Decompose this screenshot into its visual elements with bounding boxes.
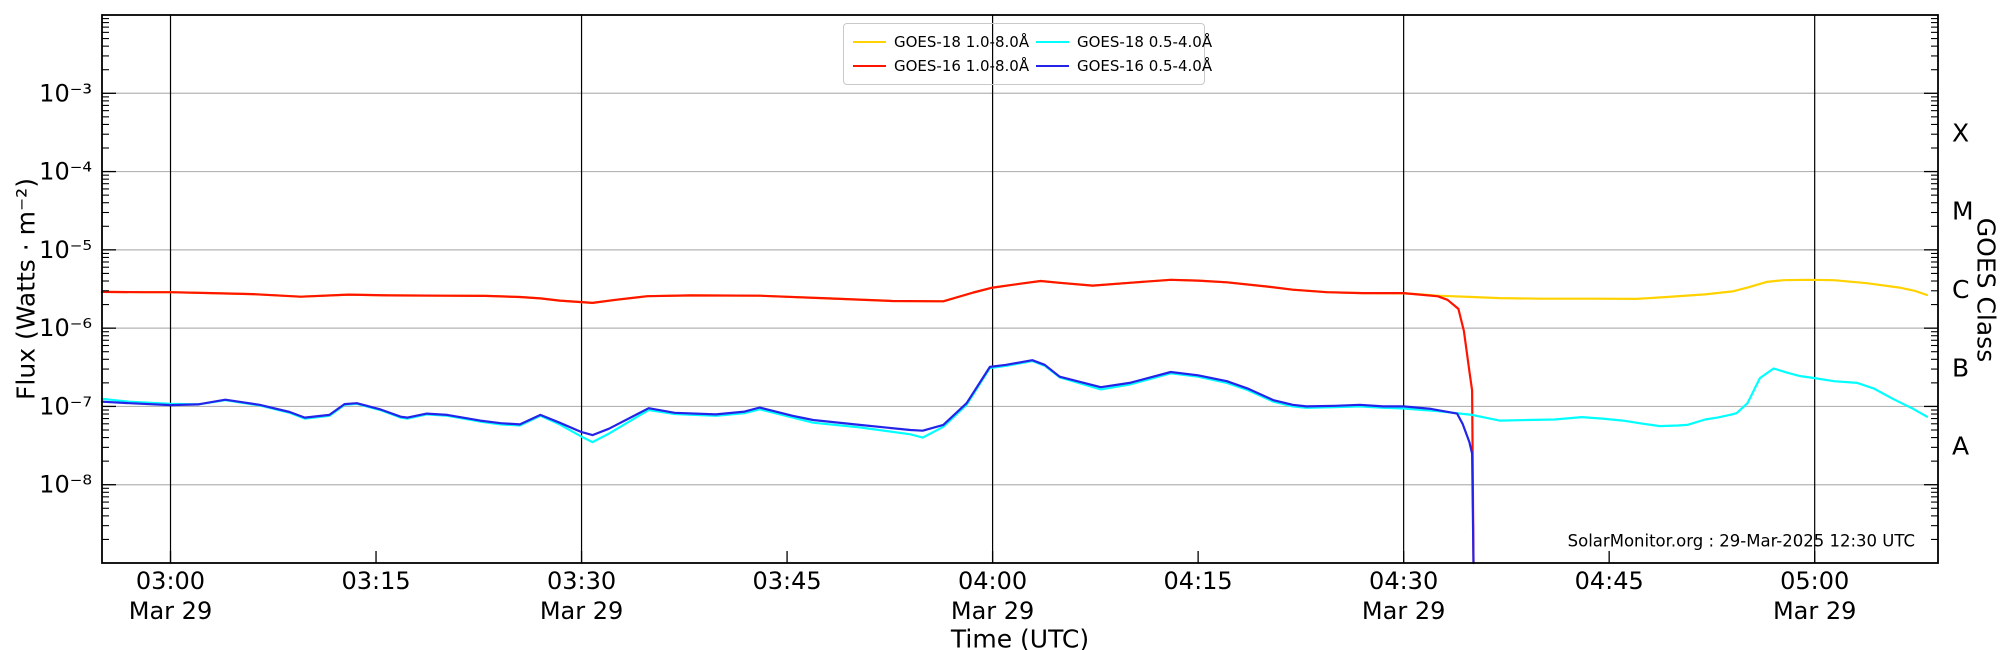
series-2-line bbox=[100, 359, 1929, 444]
goes-class-label: A bbox=[1952, 432, 1969, 461]
series-3-line bbox=[100, 359, 1475, 565]
y-axis-title: Flux (Watts · m⁻²) bbox=[11, 178, 41, 400]
x-day-label: Mar 29 bbox=[540, 597, 623, 625]
legend-entry-goes16-long: GOES-16 1.0-8.0Å bbox=[853, 57, 1036, 75]
x-tick-label: 05:00 bbox=[1780, 567, 1849, 595]
goes-class-label: M bbox=[1952, 197, 1974, 226]
goes16-short-line-swatch bbox=[1036, 64, 1069, 68]
x-tick-label: 03:45 bbox=[752, 567, 821, 595]
x-day-label: Mar 29 bbox=[951, 597, 1034, 625]
series-1-line bbox=[100, 278, 1475, 565]
watermark-text: SolarMonitor.org : 29-Mar-2025 12:30 UTC bbox=[1567, 531, 1915, 551]
x-day-label: Mar 29 bbox=[1362, 597, 1445, 625]
x-axis-title: Time (UTC) bbox=[950, 624, 1090, 650]
legend-entry-goes16-short: GOES-16 0.5-4.0Å bbox=[1036, 57, 1212, 75]
y-tick-label: 10⁻⁸ bbox=[39, 471, 92, 499]
series-0-line bbox=[100, 278, 1929, 304]
x-tick-label: 04:30 bbox=[1369, 567, 1438, 595]
legend-entry-goes18-short: GOES-18 0.5-4.0Å bbox=[1036, 33, 1212, 51]
y-tick-label: 10⁻⁷ bbox=[39, 392, 92, 420]
legend-label: GOES-16 0.5-4.0Å bbox=[1077, 57, 1213, 75]
goes18-long-line-swatch bbox=[853, 40, 886, 44]
y-tick-label: 10⁻⁴ bbox=[39, 158, 92, 186]
x-tick-label: 03:00 bbox=[136, 567, 205, 595]
legend-label: GOES-18 1.0-8.0Å bbox=[894, 33, 1030, 51]
x-tick-label: 03:15 bbox=[341, 567, 410, 595]
goes-class-label: B bbox=[1952, 353, 1969, 382]
y-tick-label: 10⁻³ bbox=[39, 79, 92, 107]
goes-class-label: X bbox=[1952, 118, 1969, 147]
x-day-label: Mar 29 bbox=[129, 597, 212, 625]
legend-label: GOES-16 1.0-8.0Å bbox=[894, 57, 1030, 75]
y2-axis-title: GOES Class bbox=[1971, 217, 2000, 363]
x-tick-label: 03:30 bbox=[547, 567, 616, 595]
legend-label: GOES-18 0.5-4.0Å bbox=[1077, 33, 1213, 51]
legend: GOES-18 1.0-8.0Å GOES-18 0.5-4.0Å GOES-1… bbox=[843, 23, 1212, 85]
goes18-short-line-swatch bbox=[1036, 40, 1069, 44]
x-tick-label: 04:45 bbox=[1575, 567, 1644, 595]
axes-frame bbox=[101, 14, 1939, 564]
x-day-label: Mar 29 bbox=[1773, 597, 1856, 625]
goes-class-label: C bbox=[1952, 275, 1969, 304]
goes16-long-line-swatch bbox=[853, 64, 886, 68]
x-tick-label: 04:15 bbox=[1164, 567, 1233, 595]
y-tick-label: 10⁻⁵ bbox=[39, 236, 92, 264]
x-tick-label: 04:00 bbox=[958, 567, 1027, 595]
legend-entry-goes18-long: GOES-18 1.0-8.0Å bbox=[853, 33, 1036, 51]
y-tick-label: 10⁻⁶ bbox=[39, 314, 92, 342]
